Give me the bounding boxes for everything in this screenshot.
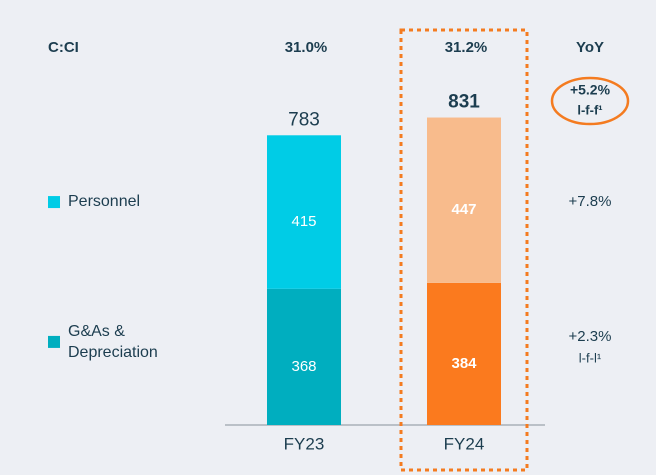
bar-segment <box>267 288 341 425</box>
legend-label: Personnel <box>68 193 141 211</box>
yoy-total: +5.2% <box>570 82 611 98</box>
x-tick-label: FY24 <box>444 434 485 453</box>
total-label: 831 <box>448 92 480 113</box>
highlight-circle <box>550 76 630 126</box>
bar-segment <box>427 282 501 425</box>
legend-swatch <box>48 335 60 348</box>
highlight-box <box>399 28 529 472</box>
value-label: 384 <box>451 355 477 372</box>
yoy-value: +7.8% <box>569 193 612 210</box>
bar-segment <box>267 135 341 289</box>
ratio-label: C:CI <box>48 39 79 56</box>
x-tick-label: FY23 <box>284 434 325 453</box>
yoy-note: l-f-l¹ <box>579 350 602 365</box>
value-label: 447 <box>451 201 476 218</box>
yoy-total-note: l-f-f¹ <box>577 102 602 117</box>
yoy-value: +2.3% <box>569 328 612 345</box>
total-label: 783 <box>288 109 320 130</box>
legend-swatch <box>48 196 60 209</box>
value-label: 415 <box>291 213 316 230</box>
ratio-value: 31.2% <box>445 39 488 56</box>
legend-label: G&As & Depreciation <box>68 322 158 361</box>
yoy-header: YoY <box>576 39 604 56</box>
bar-segment <box>427 117 501 283</box>
value-label: 368 <box>291 358 316 375</box>
ratio-value: 31.0% <box>285 39 328 56</box>
